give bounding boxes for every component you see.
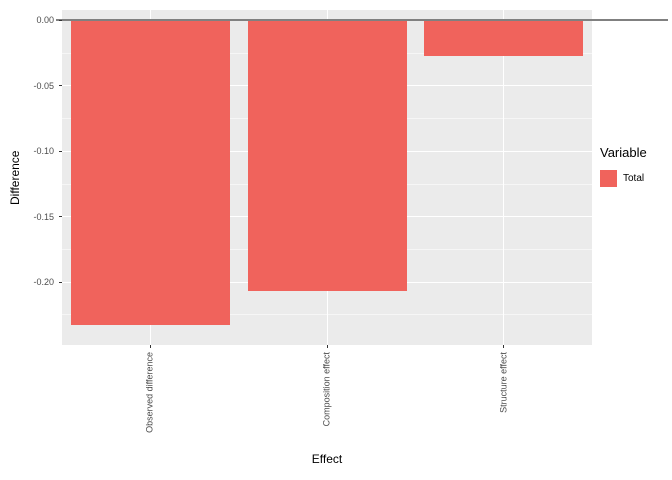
- legend-title: Variable: [600, 145, 647, 160]
- legend-items: Total: [600, 170, 670, 187]
- bar-observed-difference: [70, 20, 230, 326]
- x-tick-label: Composition effect: [321, 352, 332, 427]
- gridline-horizontal-minor: [62, 314, 592, 316]
- legend-swatch: [600, 170, 617, 187]
- x-tick-mark: [503, 345, 505, 348]
- y-tick-label: -0.10: [33, 146, 54, 157]
- legend-item-label: Total: [623, 173, 645, 184]
- y-tick-label: -0.15: [33, 211, 54, 222]
- x-axis-title: Effect: [311, 452, 343, 466]
- y-tick-mark: [59, 216, 62, 218]
- y-tick-mark: [59, 150, 62, 152]
- x-tick-mark: [326, 345, 328, 348]
- x-tick-label: Structure effect: [498, 352, 509, 413]
- plot-panel: [62, 10, 592, 345]
- zero-reference-line: [56, 19, 668, 22]
- y-axis-title: Difference: [8, 150, 22, 205]
- bar-structure-effect: [424, 20, 584, 56]
- gridline-vertical-major: [503, 10, 505, 345]
- y-tick-label: -0.20: [33, 277, 54, 288]
- y-tick-mark: [59, 85, 62, 87]
- legend: Variable Total: [600, 145, 670, 187]
- bar-composition-effect: [247, 20, 407, 292]
- x-tick-label: Observed difference: [144, 352, 155, 433]
- x-tick-mark: [149, 345, 151, 348]
- y-tick-label: 0.00: [36, 15, 54, 26]
- y-tick-label: -0.05: [33, 80, 54, 91]
- legend-item: Total: [600, 170, 670, 187]
- y-tick-mark: [59, 19, 62, 21]
- y-tick-mark: [59, 281, 62, 283]
